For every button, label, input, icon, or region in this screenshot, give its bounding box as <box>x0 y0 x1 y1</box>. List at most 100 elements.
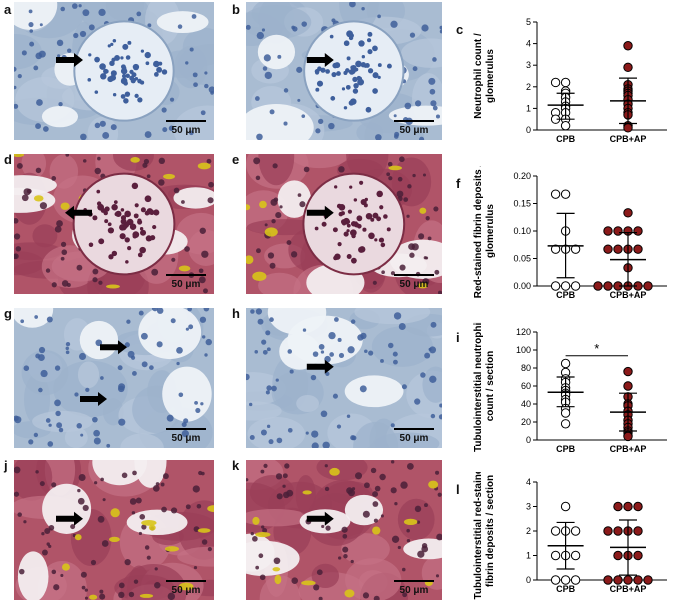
micrograph-d: 50 μm <box>14 154 214 294</box>
x-tick-label: CPB+AP <box>610 584 647 594</box>
data-point <box>593 281 603 291</box>
micrograph-h: 50 μm <box>246 308 442 448</box>
data-point <box>633 244 643 254</box>
panel-letter-c: c <box>456 22 464 37</box>
y-tick-label: 60 <box>521 381 531 391</box>
panel-letter-d: d <box>4 152 12 167</box>
data-point <box>623 366 633 377</box>
y-tick-label: 0.00 <box>513 281 531 291</box>
micrograph-image: 50 μm <box>14 460 214 600</box>
panel-letter-f: f <box>456 176 461 191</box>
micrograph-image: 50 μm <box>246 308 442 448</box>
data-point <box>633 550 643 561</box>
data-point <box>633 501 643 512</box>
data-point <box>570 575 581 585</box>
scale-bar <box>394 580 434 582</box>
y-axis-label: Tubulointerstitial red-stained <box>473 472 484 600</box>
arrow-icon <box>65 205 92 220</box>
chart-i: Tubulointerstitial neutrophil count / sec… <box>465 320 683 462</box>
arrow-icon <box>56 511 83 526</box>
data-point <box>623 62 633 73</box>
data-point <box>550 189 561 199</box>
panel-letter-l: l <box>456 482 460 497</box>
y-tick-label: 0 <box>526 575 531 585</box>
y-tick-label: 0 <box>526 125 531 135</box>
chart-svg: Tubulointerstitial neutrophil count / sec… <box>473 320 667 454</box>
data-point <box>560 575 571 585</box>
data-point <box>613 575 623 585</box>
y-axis-label: glomerulus <box>485 49 496 103</box>
data-point <box>603 244 613 254</box>
data-point <box>623 123 633 133</box>
scale-bar <box>394 428 434 430</box>
data-point <box>613 226 623 236</box>
arrow-icon <box>80 392 107 406</box>
x-tick-label: CPB <box>556 290 576 300</box>
y-tick-label: 1 <box>526 103 531 113</box>
x-tick-label: CPB <box>556 134 576 144</box>
y-tick-label: 2 <box>526 82 531 92</box>
chart-svg: Tubulointerstitial red-stained fibrin dep… <box>473 462 667 600</box>
y-axis-label: Tubulointerstitial neutrophil <box>473 322 484 452</box>
y-tick-label: 3 <box>526 60 531 70</box>
x-tick-label: CPB+AP <box>610 444 647 454</box>
data-point <box>603 281 613 291</box>
panel-letter-h: h <box>232 306 240 321</box>
x-tick-label: CPB <box>556 584 576 594</box>
data-point <box>570 550 581 561</box>
x-tick-label: CPB+AP <box>610 134 647 144</box>
chart-l: Tubulointerstitial red-stained fibrin dep… <box>465 462 683 602</box>
y-tick-label: 120 <box>516 327 531 337</box>
y-tick-label: 4 <box>526 39 531 49</box>
y-tick-label: 5 <box>526 17 531 27</box>
micrograph-b: 50 μm <box>246 2 442 140</box>
data-point <box>560 501 571 512</box>
data-point <box>633 226 643 236</box>
data-point <box>560 408 571 418</box>
scale-bar <box>166 120 206 122</box>
data-point <box>623 575 633 585</box>
y-tick-label: 0.10 <box>513 226 531 236</box>
scale-bar-label: 50 μm <box>400 125 429 136</box>
chart-svg: Red-stained fibrin deposits / glomerulus 0… <box>473 164 667 300</box>
micrograph-a: 50 μm <box>14 2 214 140</box>
data-point <box>613 244 623 254</box>
arrow-icon <box>100 340 127 355</box>
micrograph-image: 50 μm <box>14 308 214 448</box>
scale-bar <box>166 274 206 276</box>
micrograph-j: 50 μm <box>14 460 214 600</box>
micrograph-image: 50 μm <box>246 2 442 140</box>
data-point <box>560 281 571 291</box>
y-tick-label: 40 <box>521 399 531 409</box>
data-point <box>613 550 623 561</box>
data-point <box>570 244 581 254</box>
panel-letter-k: k <box>232 458 240 473</box>
data-point <box>613 501 623 512</box>
data-point <box>560 120 571 131</box>
y-axis-label: Neutrophil count / <box>473 33 484 119</box>
scale-bar <box>394 274 434 276</box>
data-point <box>633 526 643 536</box>
scale-bar-label: 50 μm <box>172 433 201 444</box>
y-tick-label: 0.20 <box>513 171 531 181</box>
chart-c: Neutrophil count / glomerulus 0 1 2 3 4 5 CPB CPB… <box>465 12 683 152</box>
micrograph-g: 50 μm <box>14 308 214 448</box>
data-point <box>623 41 633 51</box>
data-point <box>633 575 643 585</box>
y-axis-label: fibrin deposits / section <box>485 475 496 587</box>
data-point <box>550 281 561 291</box>
y-tick-label: 4 <box>526 477 531 487</box>
y-tick-label: 0.05 <box>513 254 531 264</box>
data-point <box>643 575 653 585</box>
panel-letter-a: a <box>4 2 12 17</box>
y-tick-label: 80 <box>521 363 531 373</box>
data-point <box>603 226 613 236</box>
scale-bar-label: 50 μm <box>400 279 429 290</box>
arrow-icon <box>306 359 334 374</box>
x-tick-label: CPB <box>556 444 576 454</box>
data-point <box>570 526 581 536</box>
y-axis-label: count / section <box>485 351 496 422</box>
data-point <box>550 526 561 536</box>
panel-letter-i: i <box>456 330 460 345</box>
scale-bar <box>166 580 206 582</box>
